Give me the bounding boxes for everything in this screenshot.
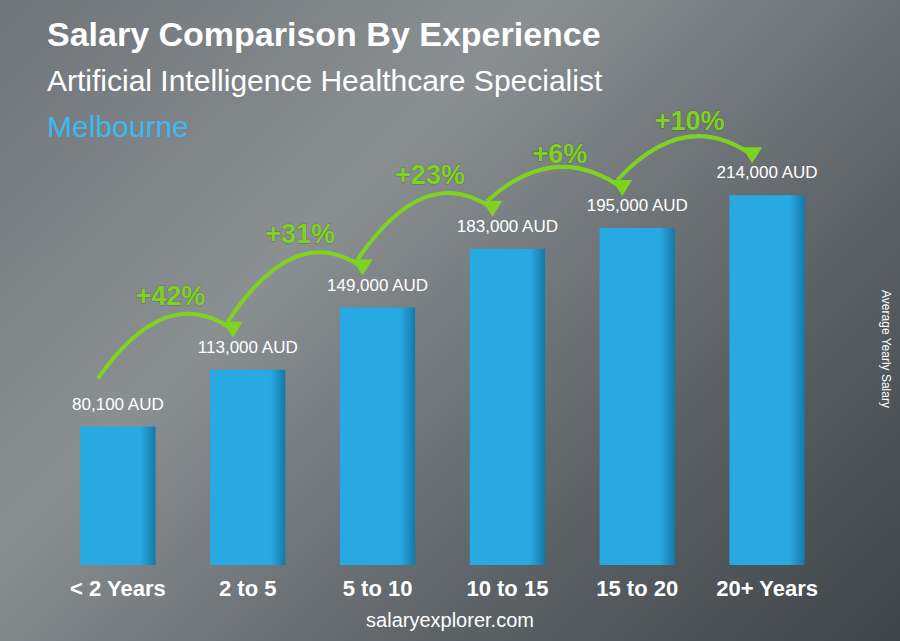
svg-text:20+ Years: 20+ Years (716, 576, 818, 601)
svg-text:Average Yearly Salary: Average Yearly Salary (879, 290, 893, 408)
svg-text:2 to 5: 2 to 5 (219, 576, 276, 601)
svg-text:Artificial Intelligence Health: Artificial Intelligence Healthcare Speci… (47, 64, 603, 97)
svg-text:+31%: +31% (265, 219, 335, 249)
svg-text:214,000 AUD: 214,000 AUD (717, 163, 818, 182)
svg-text:5 to 10: 5 to 10 (343, 576, 413, 601)
svg-text:+23%: +23% (395, 160, 465, 190)
svg-text:15 to 20: 15 to 20 (596, 576, 678, 601)
svg-text:183,000 AUD: 183,000 AUD (457, 217, 558, 236)
svg-text:+10%: +10% (655, 106, 725, 136)
svg-text:+6%: +6% (532, 139, 587, 169)
svg-text:Salary Comparison By Experienc: Salary Comparison By Experience (47, 15, 601, 53)
svg-text:10 to 15: 10 to 15 (466, 576, 548, 601)
svg-text:< 2 Years: < 2 Years (70, 576, 166, 601)
svg-text:113,000 AUD: 113,000 AUD (198, 338, 298, 357)
svg-text:+42%: +42% (135, 281, 205, 311)
svg-text:80,100 AUD: 80,100 AUD (72, 395, 164, 414)
svg-text:195,000 AUD: 195,000 AUD (587, 196, 688, 215)
svg-text:149,000 AUD: 149,000 AUD (327, 276, 428, 295)
svg-text:salaryexplorer.com: salaryexplorer.com (366, 609, 534, 631)
svg-text:Melbourne: Melbourne (47, 110, 189, 143)
